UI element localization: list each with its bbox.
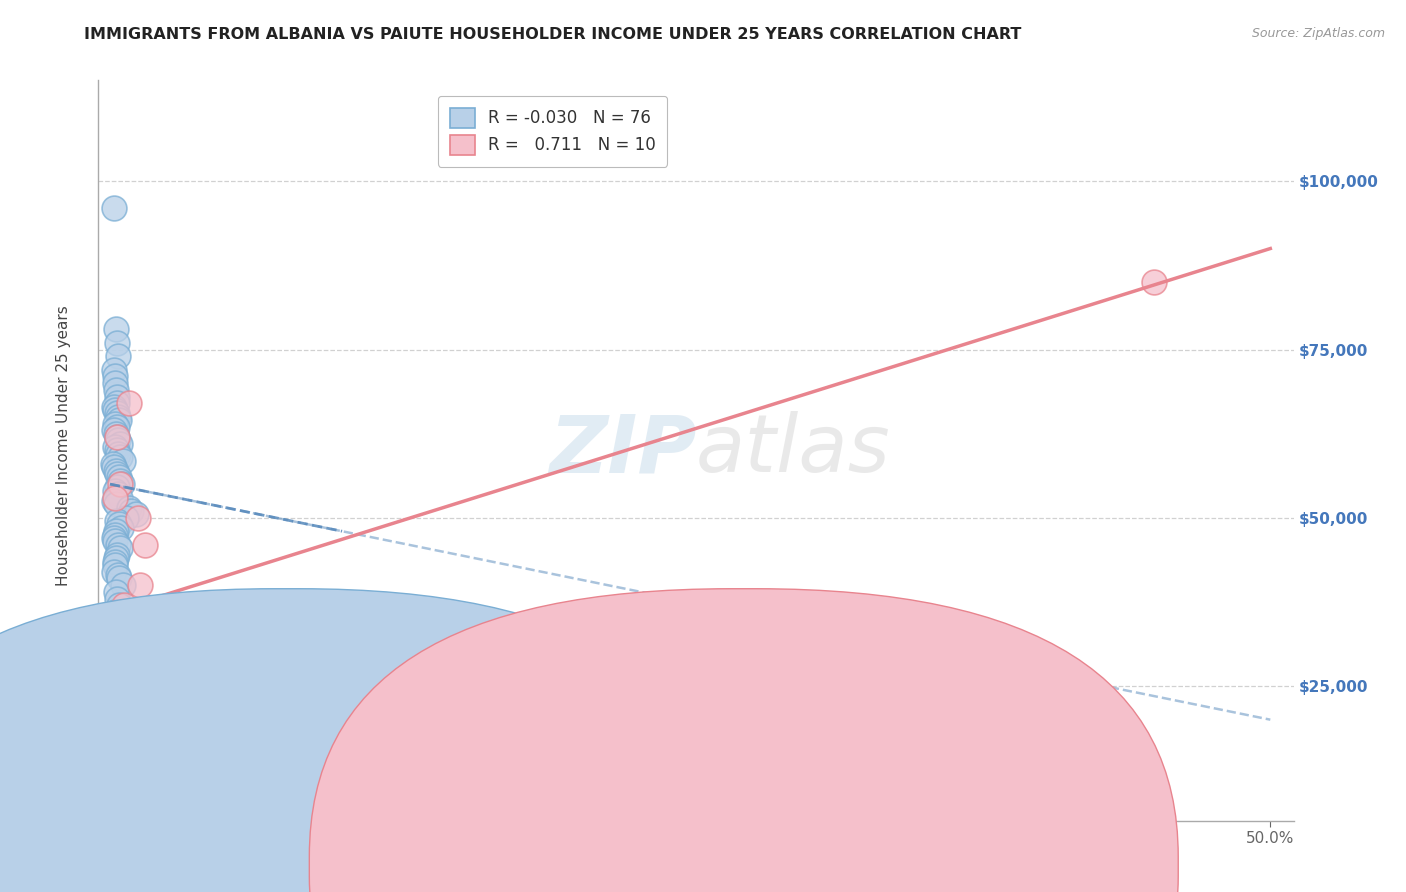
Point xyxy=(103,400,125,414)
Point xyxy=(103,686,125,700)
Point xyxy=(107,568,129,582)
Point xyxy=(105,443,128,458)
Point xyxy=(108,436,131,450)
Point xyxy=(104,417,127,431)
Point xyxy=(105,430,128,444)
Point xyxy=(111,477,134,491)
Point xyxy=(105,551,128,566)
Point xyxy=(120,504,142,518)
Point xyxy=(103,423,125,437)
Point xyxy=(105,632,128,646)
Point xyxy=(105,524,128,539)
Point xyxy=(104,534,127,549)
Point xyxy=(104,322,127,336)
Point xyxy=(108,541,131,555)
Legend: R = -0.030   N = 76, R =   0.711   N = 10: R = -0.030 N = 76, R = 0.711 N = 10 xyxy=(437,96,668,167)
Point xyxy=(107,487,129,501)
Point xyxy=(117,396,139,410)
Text: Householder Income Under 25 years: Householder Income Under 25 years xyxy=(56,306,70,586)
Text: ZIP: ZIP xyxy=(548,411,696,490)
Point xyxy=(105,335,128,350)
Point xyxy=(107,349,129,363)
Point xyxy=(107,409,129,424)
Point xyxy=(104,558,127,572)
Point xyxy=(104,376,127,391)
Point xyxy=(107,658,129,673)
Point xyxy=(104,713,127,727)
Point xyxy=(104,497,127,511)
Point xyxy=(105,514,128,528)
Point xyxy=(934,618,956,632)
Text: Immigrants from Albania: Immigrants from Albania xyxy=(284,855,475,870)
Text: Source: ZipAtlas.com: Source: ZipAtlas.com xyxy=(1251,27,1385,40)
Point xyxy=(112,599,135,613)
Point xyxy=(103,201,125,215)
Point xyxy=(108,413,131,427)
Point xyxy=(105,420,128,434)
Point xyxy=(108,470,131,484)
Point xyxy=(108,599,131,613)
Point xyxy=(107,396,129,410)
Point xyxy=(104,753,127,767)
Point xyxy=(104,383,127,397)
Point xyxy=(101,457,124,471)
Point xyxy=(104,426,127,441)
Point xyxy=(103,565,125,579)
Point xyxy=(104,369,127,384)
Point xyxy=(110,521,132,535)
Point xyxy=(103,460,125,475)
Point xyxy=(104,440,127,454)
Text: Paiute: Paiute xyxy=(749,855,797,870)
Point xyxy=(108,450,131,465)
Point xyxy=(107,434,129,448)
Point xyxy=(110,474,132,488)
Point xyxy=(105,430,128,444)
Point xyxy=(108,571,131,585)
Point xyxy=(103,494,125,508)
Point xyxy=(111,578,134,592)
Point xyxy=(103,362,125,376)
Point xyxy=(111,453,134,467)
Point xyxy=(108,491,131,505)
Point xyxy=(105,584,128,599)
Point xyxy=(115,510,138,524)
Point xyxy=(104,403,127,417)
Point xyxy=(129,578,152,592)
Point xyxy=(104,464,127,478)
Point xyxy=(108,517,131,532)
Point xyxy=(105,480,128,494)
Point xyxy=(105,591,128,606)
Point xyxy=(127,510,149,524)
Point xyxy=(117,500,139,515)
Point xyxy=(103,618,125,632)
Point xyxy=(104,652,127,666)
Point xyxy=(107,447,129,461)
Point xyxy=(104,554,127,569)
Point xyxy=(110,477,132,491)
Point xyxy=(107,467,129,481)
Text: atlas: atlas xyxy=(696,411,891,490)
Point xyxy=(104,527,127,541)
Point xyxy=(105,625,128,640)
Point xyxy=(107,538,129,552)
Point xyxy=(1143,275,1166,289)
Point xyxy=(105,548,128,562)
Point xyxy=(101,673,124,687)
Point xyxy=(105,390,128,404)
Text: IMMIGRANTS FROM ALBANIA VS PAIUTE HOUSEHOLDER INCOME UNDER 25 YEARS CORRELATION : IMMIGRANTS FROM ALBANIA VS PAIUTE HOUSEH… xyxy=(84,27,1022,42)
Point xyxy=(104,645,127,659)
Point xyxy=(104,491,127,505)
Point xyxy=(105,407,128,421)
Point xyxy=(134,538,156,552)
Point xyxy=(103,531,125,545)
Point xyxy=(104,605,127,619)
Point xyxy=(124,508,146,522)
Point xyxy=(104,612,127,626)
Point xyxy=(104,483,127,498)
